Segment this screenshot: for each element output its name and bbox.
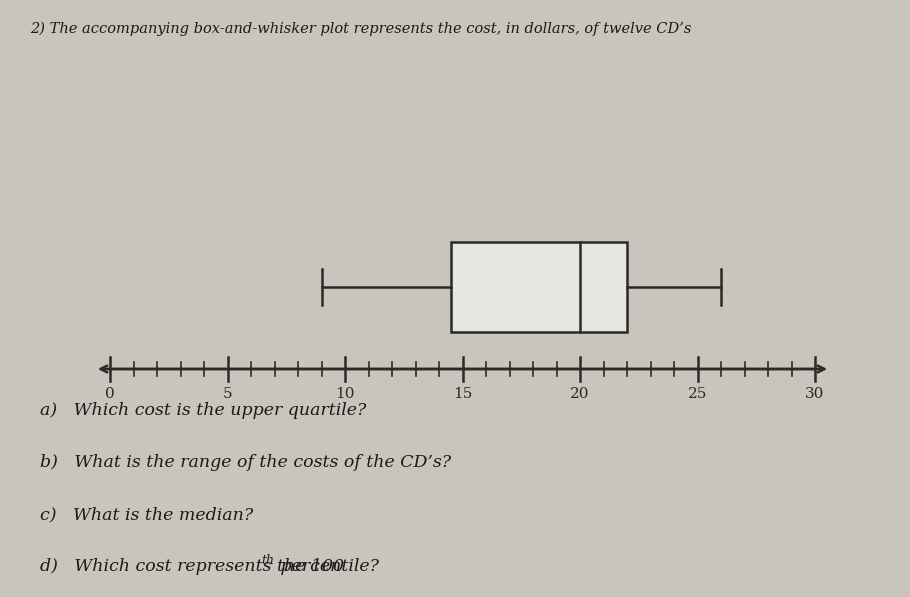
Text: 15: 15 [453,387,472,401]
Text: b)   What is the range of the costs of the CD’s?: b) What is the range of the costs of the… [40,454,451,471]
Text: 30: 30 [805,387,824,401]
Text: 25: 25 [688,387,707,401]
Text: 20: 20 [571,387,590,401]
Text: 10: 10 [335,387,355,401]
Text: 2) The accompanying box-and-whisker plot represents the cost, in dollars, of twe: 2) The accompanying box-and-whisker plot… [30,22,692,36]
Text: percentile?: percentile? [275,558,379,575]
Text: 5: 5 [223,387,232,401]
Text: d)   Which cost represents the 100: d) Which cost represents the 100 [40,558,344,575]
Text: th: th [261,554,274,567]
Text: a)   Which cost is the upper quartile?: a) Which cost is the upper quartile? [40,402,367,419]
Text: 0: 0 [106,387,115,401]
Bar [450,242,627,332]
Text: c)   What is the median?: c) What is the median? [40,506,253,523]
